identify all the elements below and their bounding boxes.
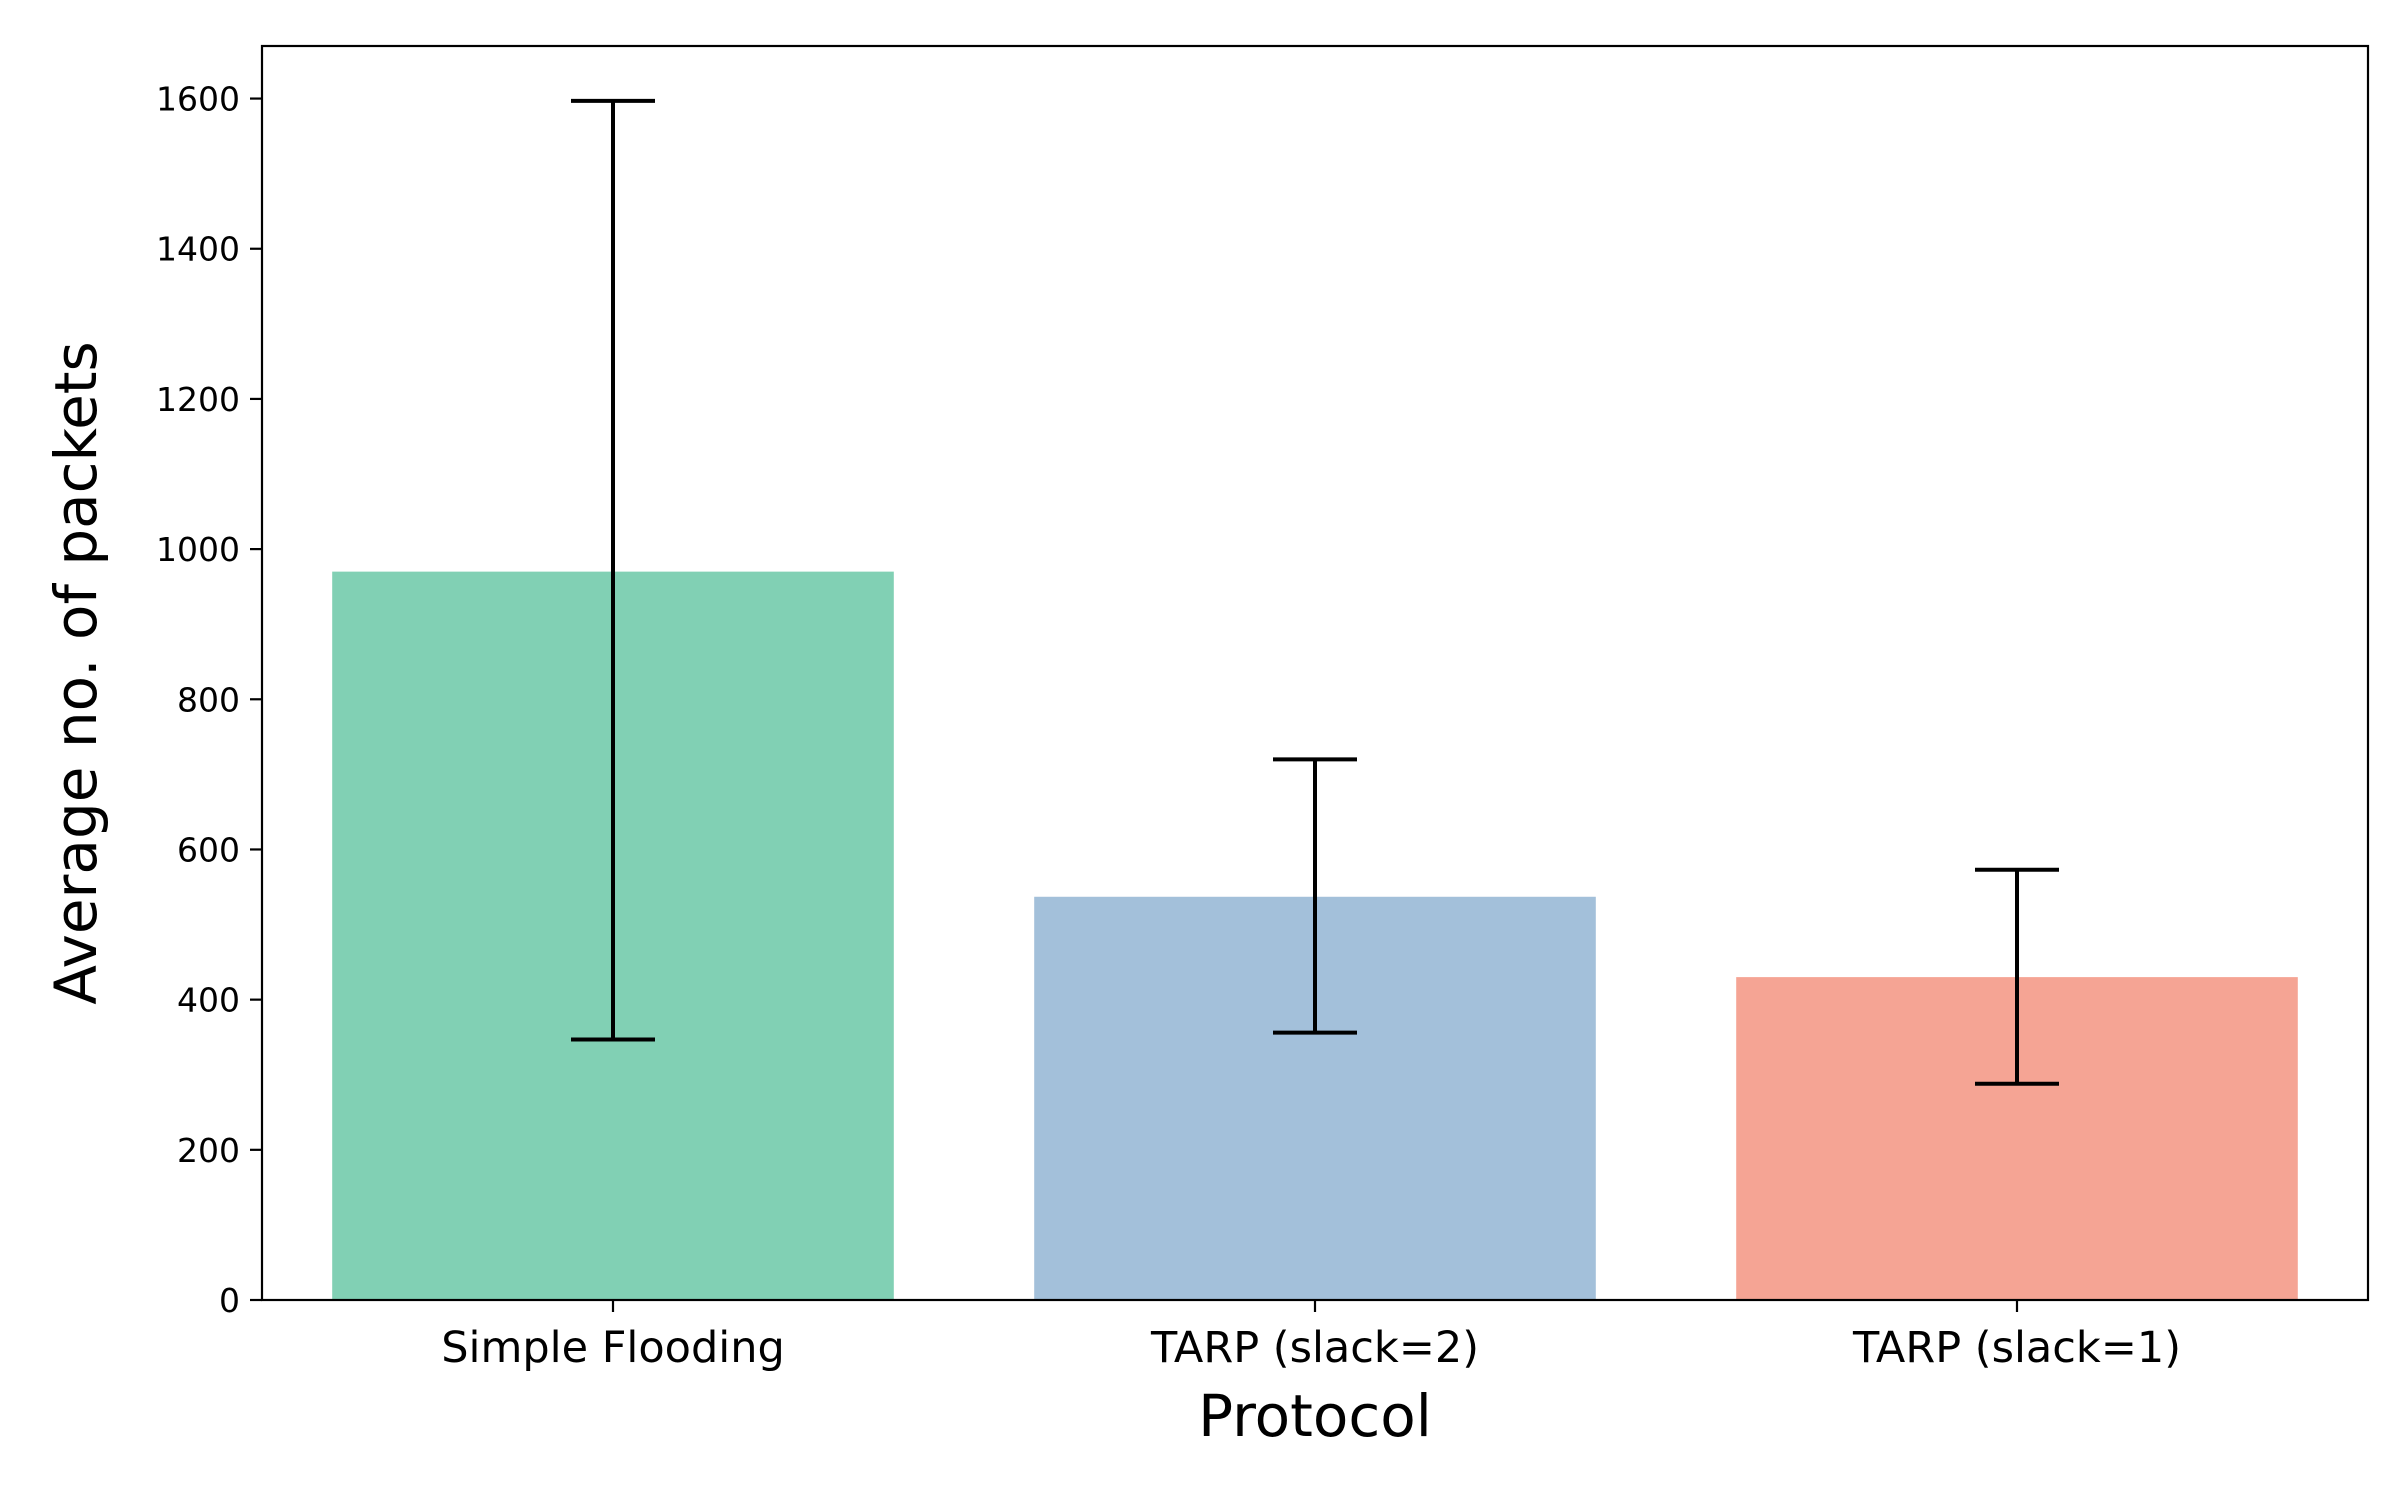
y-tick-label: 400	[177, 981, 240, 1020]
x-tick-label: Simple Flooding	[441, 1323, 785, 1373]
y-tick-label: 1400	[156, 230, 240, 269]
y-tick-label: 1000	[156, 530, 240, 569]
y-tick-label: 800	[177, 680, 240, 719]
y-tick-label: 600	[177, 830, 240, 869]
y-axis: 0 200 400 600 800 1000 1200 1400 1600	[156, 80, 262, 1320]
y-tick-label: 1600	[156, 80, 240, 119]
error-bar	[1975, 867, 2059, 1086]
y-axis-label: Average no. of packets	[42, 341, 110, 1004]
x-tick-label: TARP (slack=1)	[1852, 1323, 2181, 1373]
y-tick-label: 200	[177, 1131, 240, 1170]
y-tick-label: 1200	[156, 380, 240, 419]
x-axis: Simple Flooding TARP (slack=2) TARP (slack…	[441, 1300, 2181, 1373]
y-tick-label: 0	[219, 1281, 240, 1320]
error-bar	[1273, 757, 1357, 1035]
x-axis-label: Protocol	[1198, 1382, 1432, 1450]
error-bars	[571, 98, 2059, 1086]
error-bar	[571, 98, 655, 1042]
x-tick-label: TARP (slack=2)	[1150, 1323, 1479, 1373]
